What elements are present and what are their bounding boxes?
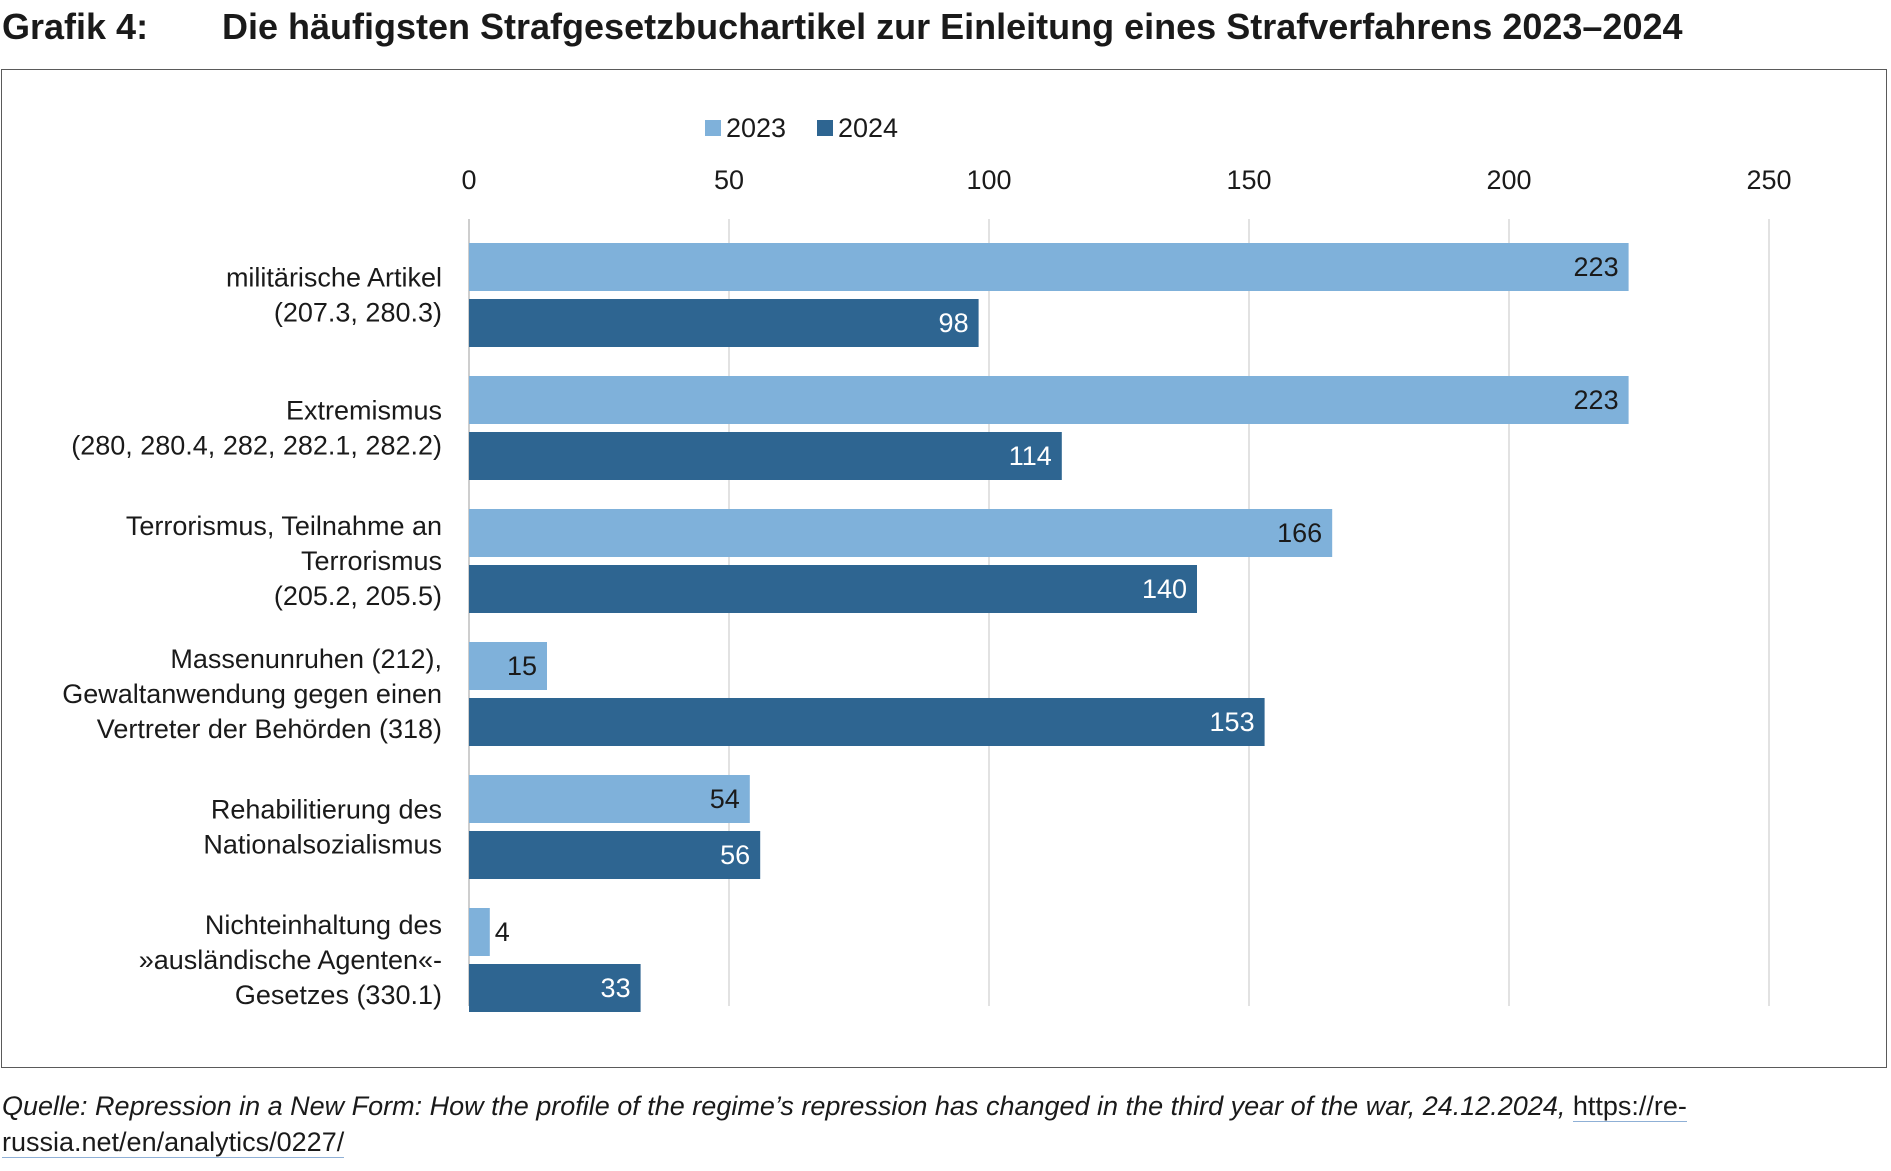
data-label: 15 [507,651,537,681]
source-citation: Quelle: Repression in a New Form: How th… [2,1091,1566,1121]
data-label: 166 [1277,518,1322,548]
category-label: Terrorismus [301,546,442,576]
category-label: Rehabilitierung des [211,795,442,825]
figure-header: Grafik 4: Die häufigsten Strafgesetzbuch… [0,6,1891,56]
bar-2024-5 [469,831,761,879]
category-label: (280, 280.4, 282, 282.1, 282.2) [71,431,442,461]
figure-number: Grafik 4: [2,6,149,47]
category-label: militärische Artikel [226,263,442,293]
figure-title: Die häufigsten Strafgesetzbuchartikel zu… [222,6,1683,47]
x-tick-label: 0 [461,165,476,195]
bar-2024-2 [469,432,1062,480]
data-label: 98 [939,308,969,338]
x-tick-label: 50 [714,165,744,195]
bar-2023-1 [469,243,1629,291]
bar-2024-4 [469,698,1265,746]
bar-2024-6 [469,964,641,1012]
category-label: (207.3, 280.3) [274,298,442,328]
category-label: Extremismus [286,396,442,426]
category-label: »ausländische Agenten«- [139,945,442,975]
legend-label-2024: 2024 [838,113,898,143]
legend-label-2023: 2023 [726,113,786,143]
data-label: 140 [1142,574,1187,604]
category-label: Terrorismus, Teilnahme an [126,511,442,541]
data-label: 153 [1210,707,1255,737]
category-label: (205.2, 205.5) [274,581,442,611]
source-link[interactable]: https://re-russia.net/en/analytics/0227/ [2,1091,1687,1158]
x-tick-label: 100 [966,165,1011,195]
data-label: 223 [1574,385,1619,415]
data-label: 33 [601,973,631,1003]
source-note: Quelle: Repression in a New Form: How th… [2,1088,1887,1160]
bar-2023-5 [469,775,750,823]
category-label: Nationalsozialismus [203,830,442,860]
category-label: Massenunruhen (212), [170,644,442,674]
bar-2023-3 [469,509,1333,557]
data-label: 56 [720,840,750,870]
chart-frame: 0 50 100 150 200 250 2023 2024 223 98 militärische… [1,69,1887,1068]
legend-swatch-2023 [705,120,721,136]
bar-2023-4 [469,642,547,690]
bar-2024-1 [469,299,979,347]
category-label: Gewaltanwendung gegen einen [62,679,442,709]
category-label: Gesetzes (330.1) [235,980,442,1010]
x-tick-label: 250 [1746,165,1791,195]
legend-swatch-2024 [817,120,833,136]
data-label: 54 [710,784,740,814]
data-label: 114 [1009,441,1052,471]
bar-2023-2 [469,376,1629,424]
bar-2023-6 [469,908,490,956]
x-tick-label: 200 [1486,165,1531,195]
bar-2024-3 [469,565,1197,613]
category-label: Nichteinhaltung des [205,910,442,940]
data-label: 223 [1574,252,1619,282]
bar-chart: 0 50 100 150 200 250 2023 2024 223 98 militärische… [62,113,1792,1012]
category-label: Vertreter der Behörden (318) [97,714,442,744]
data-label: 4 [495,917,510,947]
x-tick-label: 150 [1226,165,1271,195]
